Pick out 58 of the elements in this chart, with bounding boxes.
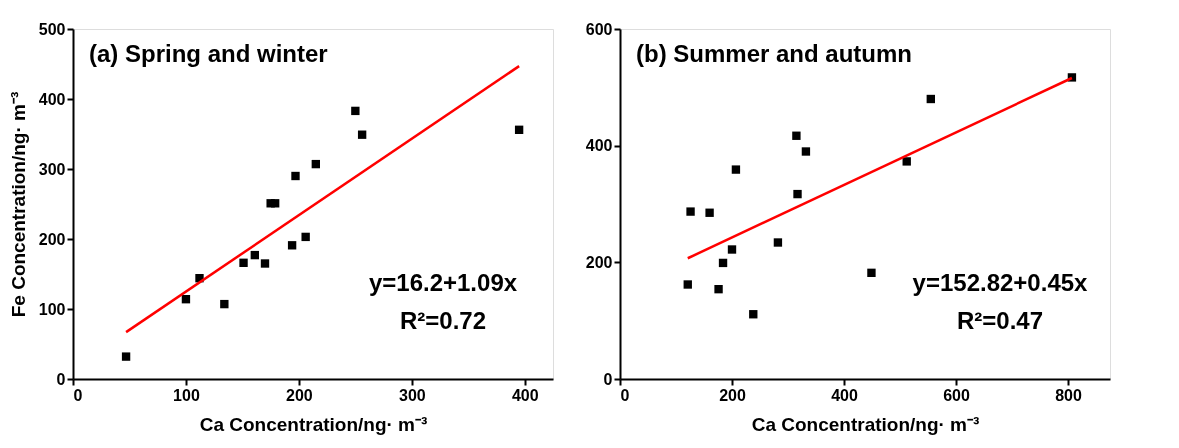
point (902, 157, 911, 166)
point (792, 131, 801, 140)
point (239, 258, 248, 267)
x-axis-title: Ca Concentration/ng· m⁻³ (199, 413, 428, 435)
point (801, 147, 811, 156)
point (287, 241, 297, 250)
y-tick-label: 100 (38, 300, 66, 318)
point (686, 207, 695, 216)
x-tick-label: 300 (398, 386, 426, 404)
annotation: y=16.2+1.09x (368, 269, 518, 296)
y-tick-label: 600 (585, 20, 613, 38)
x-tick-label: 0 (73, 386, 83, 404)
point (220, 299, 229, 309)
point (260, 259, 270, 268)
x-tick-label: 800 (1055, 386, 1082, 404)
point (121, 352, 131, 361)
y-tick-label: 300 (38, 160, 66, 178)
x-tick-label: 0 (620, 386, 630, 404)
y-tick-label: 400 (585, 137, 613, 155)
point (793, 189, 802, 199)
x-tick-label: 400 (831, 386, 858, 404)
annotation: y=152.82+0.45x (912, 269, 1089, 296)
point (311, 159, 321, 169)
point (250, 250, 260, 260)
x-axis-title: Ca Concentration/ng· m⁻³ (751, 413, 980, 435)
annotation: R²=0.47 (956, 307, 1044, 334)
y-tick-label: 200 (585, 253, 613, 271)
point (926, 94, 935, 104)
y-tick-label: 0 (603, 370, 613, 388)
point (301, 232, 310, 242)
y-axis-title: Fe Concentration/ng· m⁻³ (7, 91, 29, 318)
x-tick-label: 100 (173, 386, 200, 404)
point (705, 208, 714, 217)
point (291, 171, 300, 181)
x-tick-label: 200 (286, 386, 313, 404)
point (683, 280, 692, 289)
point (731, 165, 741, 174)
x-tick-label: 200 (719, 386, 746, 404)
point (727, 245, 737, 254)
point (357, 130, 367, 139)
annotation: R²=0.72 (399, 307, 487, 334)
point (270, 199, 280, 208)
point (749, 310, 758, 319)
point (181, 295, 191, 304)
y-tick-label: 500 (38, 20, 66, 38)
x-tick-label: 600 (943, 386, 970, 404)
point (514, 125, 524, 134)
y-tick-label: 0 (56, 370, 66, 388)
x-tick-label: 400 (511, 386, 539, 404)
chart-title: (b) Summer and autumn (636, 40, 913, 67)
point (714, 284, 723, 294)
point (867, 268, 876, 278)
y-tick-label: 400 (38, 90, 66, 108)
point (773, 238, 783, 247)
y-tick-label: 200 (38, 230, 66, 248)
point (718, 258, 728, 268)
point (351, 106, 360, 116)
chart-title: (a) Spring and winter (89, 40, 328, 67)
